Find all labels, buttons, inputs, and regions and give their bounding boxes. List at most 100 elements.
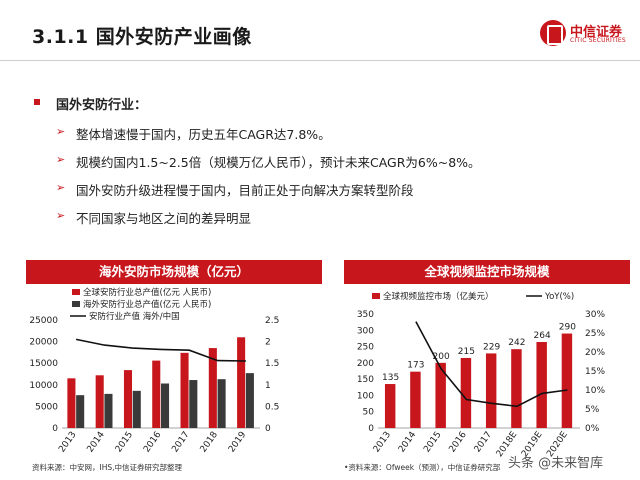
bar xyxy=(104,393,113,428)
y-right-tick-label: 25% xyxy=(585,329,605,339)
bar-data-label: 135 xyxy=(382,373,399,383)
x-tick-label: 2014 xyxy=(86,430,107,455)
y-left-tick-label: 5000 xyxy=(35,402,58,412)
left-chart-source: 资料来源：中安网，IHS,中信证券研究部整理 xyxy=(32,463,182,472)
y-right-tick-label: 20% xyxy=(585,348,605,358)
bar xyxy=(435,362,446,428)
x-tick-label: 2019 xyxy=(227,430,248,455)
bar-data-label: 242 xyxy=(508,338,525,348)
bar xyxy=(180,352,189,428)
right-chart-source: •资料来源：Ofweek（预测），中信证券研究部 xyxy=(344,463,501,472)
bar xyxy=(161,383,170,428)
bar xyxy=(245,373,254,428)
legend-label: 全球视频监控市场（亿美元） xyxy=(383,291,494,302)
bar xyxy=(152,360,161,428)
y-right-tick-label: 1 xyxy=(265,381,271,391)
legend-label: 全球安防行业总产值(亿元 人民币) xyxy=(83,287,211,298)
bullet-text: 整体增速慢于国内，历史五年CAGR达7.8%。 xyxy=(76,127,331,142)
y-right-tick-label: 5% xyxy=(585,405,600,415)
y-right-tick-label: 2 xyxy=(265,338,271,348)
bar xyxy=(384,384,396,428)
bar-data-label: 215 xyxy=(458,347,475,357)
y-left-tick-label: 0 xyxy=(52,424,58,434)
bar xyxy=(561,333,573,428)
x-tick-label: 2016 xyxy=(448,430,469,455)
arrow-bullet-icon: ➢ xyxy=(56,209,66,222)
y-left-tick-label: 25000 xyxy=(29,316,58,326)
citic-logo: 中信证券 CITIC SECURITIES xyxy=(540,20,636,50)
y-left-tick-label: 200 xyxy=(357,359,374,369)
y-right-tick-label: 1.5 xyxy=(265,359,279,369)
legend-swatch xyxy=(72,289,80,295)
y-right-tick-label: 0% xyxy=(585,424,600,434)
bar-data-label: 264 xyxy=(534,331,551,341)
y-left-tick-label: 300 xyxy=(357,326,374,336)
title-divider xyxy=(0,60,640,61)
bar xyxy=(123,370,133,428)
bar-data-label: 229 xyxy=(483,342,500,352)
bar xyxy=(460,357,472,428)
global-video-surveillance-chart: 全球视频监控市场（亿美元） YoY(%) 0 50 100 150 200 250 300 350… xyxy=(357,291,606,459)
square-bullet-icon xyxy=(34,99,40,105)
arrow-bullet-icon: ➢ xyxy=(56,125,66,138)
section-heading: 国外安防行业： xyxy=(56,98,148,113)
bar xyxy=(410,371,421,428)
right-panel-title: 全球视频监控市场规模 xyxy=(344,260,630,284)
bar-data-label: 200 xyxy=(433,352,450,362)
y-left-tick-label: 50 xyxy=(363,408,375,418)
x-tick-label: 2013 xyxy=(372,430,393,454)
legend-swatch xyxy=(72,301,80,307)
x-tick-label: 2017 xyxy=(473,430,494,454)
bar xyxy=(511,349,522,428)
legend-label: YoY(%) xyxy=(544,292,574,302)
x-tick-label: 2016 xyxy=(142,430,163,455)
bar-data-label: 173 xyxy=(407,361,424,371)
y-left-tick-label: 15000 xyxy=(29,359,58,369)
x-tick-label: 2018 xyxy=(199,430,220,455)
overseas-security-market-chart: 全球安防行业总产值(亿元 人民币)海外安防行业总产值(亿元 人民币)安防行业产值… xyxy=(29,287,279,455)
x-tick-label: 2013 xyxy=(57,430,78,454)
bar xyxy=(536,342,547,428)
bullet-text: 规模约国内1.5~2.5倍（规模万亿人民币），预计未来CAGR为6%~8%。 xyxy=(76,155,481,170)
logo-brand-text: 中信证券 xyxy=(570,25,623,40)
y-left-tick-label: 100 xyxy=(357,391,374,401)
citic-logo-icon xyxy=(540,20,566,46)
y-right-tick-label: 10% xyxy=(585,386,605,396)
arrow-bullet-icon: ➢ xyxy=(56,153,66,166)
legend-swatch xyxy=(372,293,380,299)
bar xyxy=(485,353,497,428)
y-right-tick-label: 0.5 xyxy=(265,402,279,412)
bullet-text: 国外安防升级进程慢于国内，目前正处于向解决方案转型阶段 xyxy=(76,183,414,198)
y-left-tick-label: 150 xyxy=(357,375,374,385)
left-panel-title: 海外安防市场规模（亿元） xyxy=(26,260,322,284)
y-right-tick-label: 0 xyxy=(265,424,271,434)
bar xyxy=(132,390,141,428)
y-right-tick-label: 30% xyxy=(585,310,605,320)
series-line xyxy=(415,321,568,408)
y-left-tick-label: 0 xyxy=(368,424,374,434)
bar-data-label: 290 xyxy=(559,323,576,333)
y-right-tick-label: 2.5 xyxy=(265,316,279,326)
bar xyxy=(67,378,76,428)
x-tick-label: 2015 xyxy=(422,430,443,454)
bar xyxy=(208,348,217,428)
bar xyxy=(237,337,246,428)
legend-label: 海外安防行业总产值(亿元 人民币) xyxy=(83,299,211,310)
y-left-tick-label: 250 xyxy=(357,343,374,353)
y-left-tick-label: 350 xyxy=(357,310,374,320)
bar xyxy=(217,379,226,428)
legend-label: 安防行业产值 海外/中国 xyxy=(89,311,180,322)
series-line xyxy=(75,338,246,362)
x-tick-label: 2017 xyxy=(170,430,191,454)
slide-title: 3.1.1 国外安防产业画像 xyxy=(32,26,252,48)
x-tick-label: 2015 xyxy=(114,430,135,454)
watermark: 头条 @未来智库 xyxy=(508,456,604,471)
bar xyxy=(95,375,104,428)
bar xyxy=(189,380,198,428)
y-left-tick-label: 10000 xyxy=(29,381,58,391)
bullet-text: 不同国家与地区之间的差异明显 xyxy=(76,211,252,226)
x-tick-label: 2014 xyxy=(397,430,418,455)
logo-brand-english: CITIC SECURITIES xyxy=(570,37,626,44)
arrow-bullet-icon: ➢ xyxy=(56,181,66,194)
bar xyxy=(76,395,85,428)
